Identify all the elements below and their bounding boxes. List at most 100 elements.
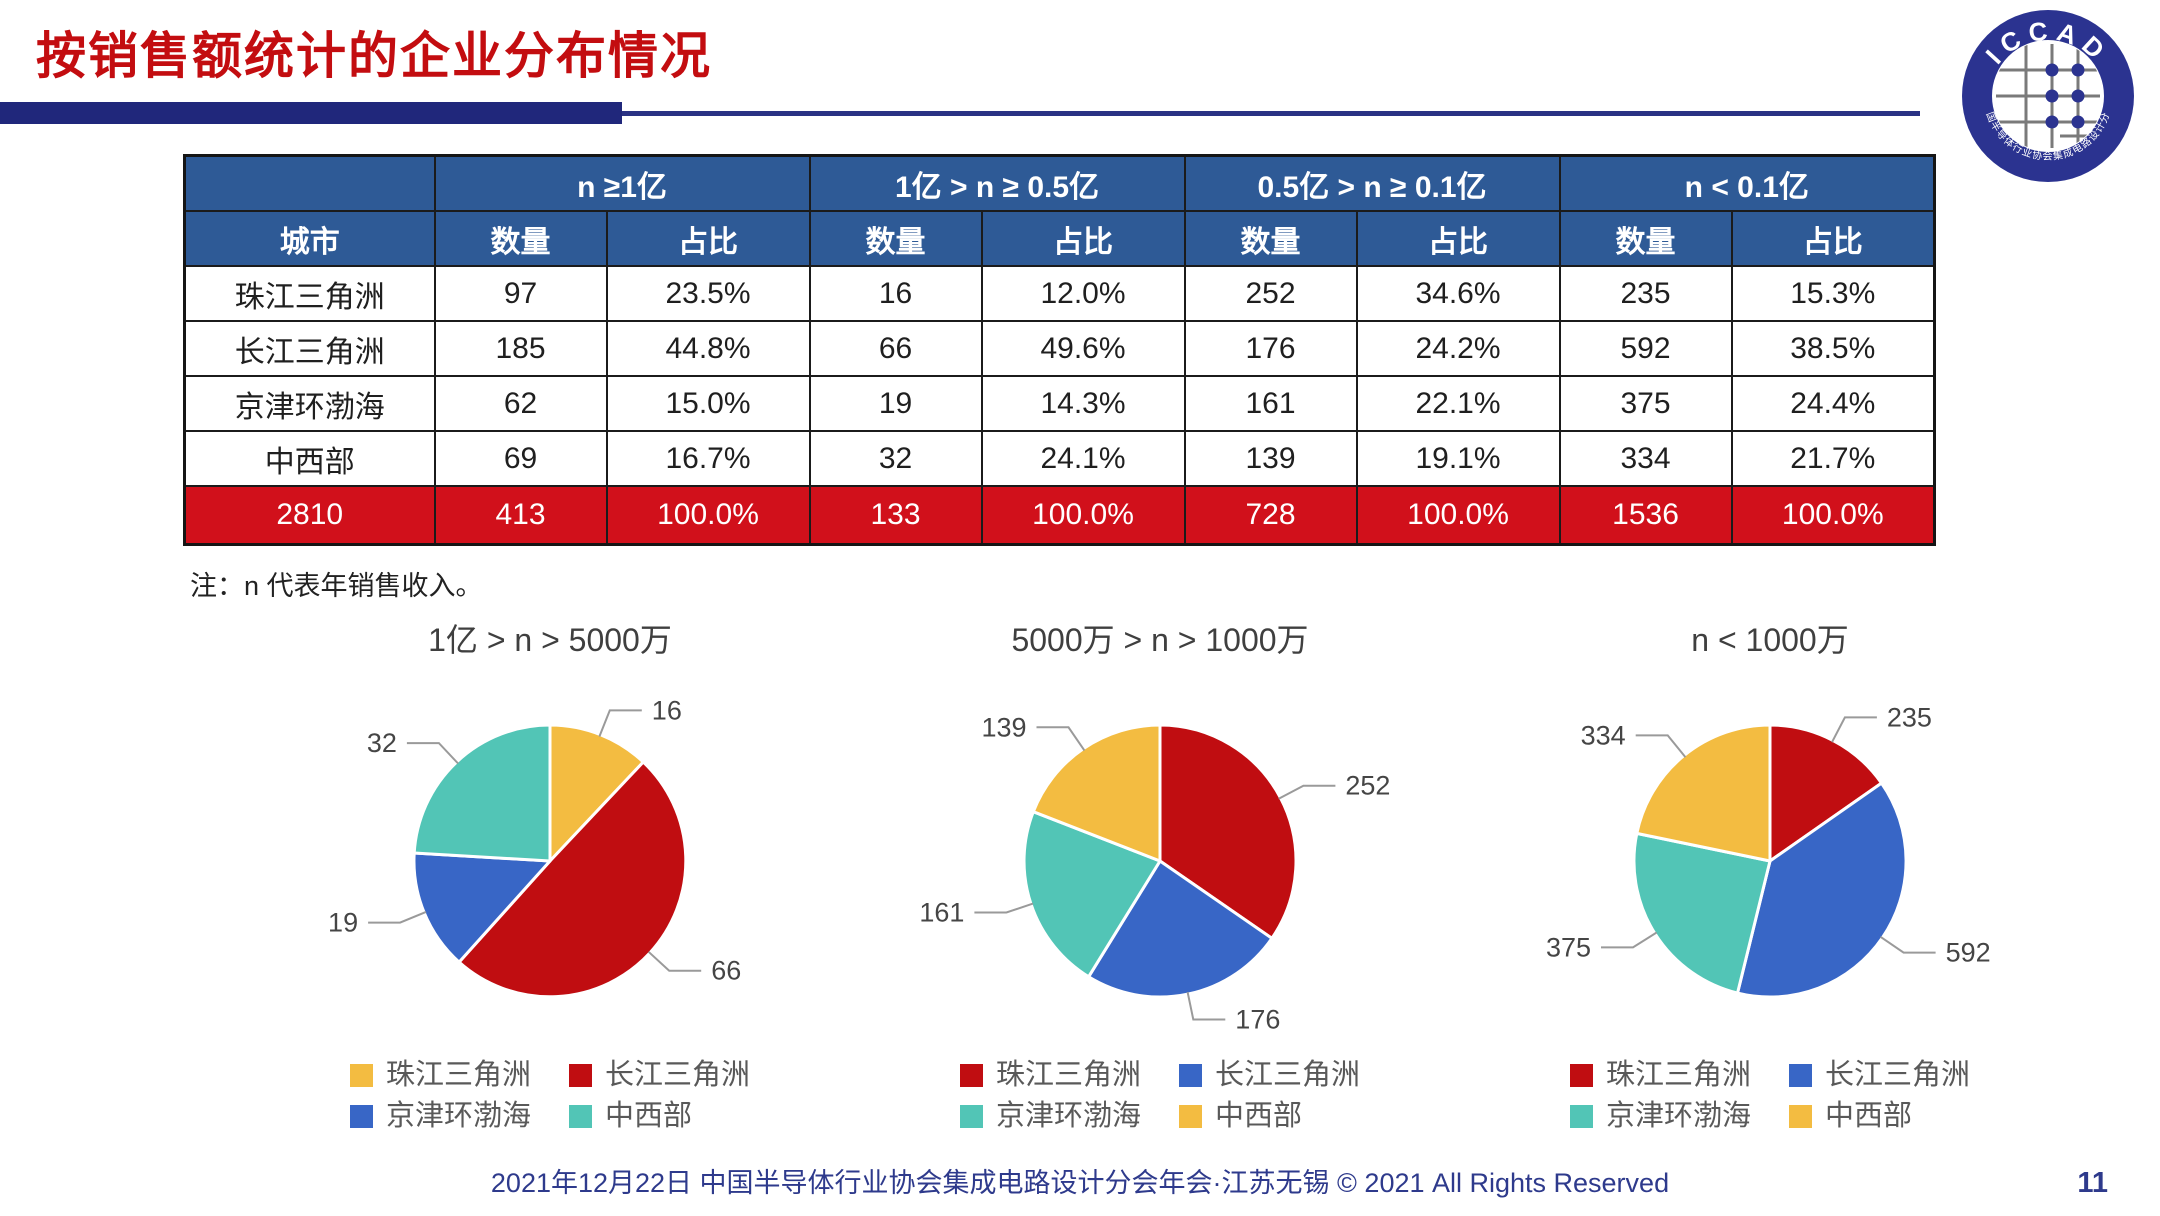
slice-value-label: 592 [1946, 938, 1991, 968]
legend-label: 京津环渤海 [995, 1100, 1141, 1132]
label-leader-line [1186, 991, 1226, 1021]
slice-value-label: 334 [1581, 720, 1626, 750]
total-value-cell: 100.0% [605, 485, 811, 546]
table-row: 长江三角洲 185 44.8% 66 49.6% 176 24.2% 592 38.5% [183, 320, 1936, 377]
underline-thick-bar [0, 102, 622, 124]
value-cell: 62 [433, 375, 608, 432]
total-value-cell: 100.0% [1730, 485, 1936, 546]
table-subheader: 数量 [433, 210, 608, 267]
slice-value-label: 252 [1345, 771, 1390, 801]
pie-svg: 16 66 19 32 [328, 695, 741, 999]
table-note: 注：n 代表年销售收入。 [190, 571, 483, 601]
table-group-header: 0.5亿 > n ≥ 0.1亿 [1183, 154, 1561, 212]
label-leader-line [1831, 716, 1877, 743]
label-leader-line [368, 910, 427, 924]
value-cell: 49.6% [980, 320, 1186, 377]
label-leader-line [647, 951, 702, 972]
pie-charts-row: 1亿 > n > 5000万 16 66 19 32 珠江三角洲 长江三角洲 京津环渤海 中西部… [0, 603, 2160, 1131]
value-cell: 334 [1558, 430, 1733, 487]
label-leader-line [1879, 935, 1936, 954]
underline-thin-bar [622, 111, 1920, 116]
total-value-cell: 1536 [1558, 485, 1733, 546]
slice-value-label: 235 [1887, 702, 1932, 732]
label-leader-line [1278, 784, 1336, 800]
legend-item: 长江三角洲 [1789, 1061, 1970, 1090]
slice-value-label: 161 [919, 898, 964, 928]
legend-label: 中西部 [605, 1100, 693, 1132]
pie-svg: 252 176 161 139 [919, 712, 1390, 1034]
table-total-row: 2810 413 100.0% 133 100.0% 728 100.0% 1536 100.0… [183, 485, 1936, 546]
value-cell: 69 [433, 430, 608, 487]
legend-item: 中西部 [1789, 1102, 1970, 1131]
page-title: 按销售额统计的企业分布情况 [36, 28, 712, 84]
value-cell: 19.1% [1355, 430, 1561, 487]
sales-distribution-table: n ≥1亿 1亿 > n ≥ 0.5亿 0.5亿 > n ≥ 0.1亿 n < 0.1… [183, 154, 1937, 546]
table-subheader-row: 城市 数量 占比 数量 占比 数量 占比 数量 占比 [183, 210, 1936, 267]
table-row: 珠江三角洲 97 23.5% 16 12.0% 252 34.6% 235 15.3% [183, 265, 1936, 322]
table-subheader: 占比 [1730, 210, 1936, 267]
legend-swatch [1789, 1105, 1812, 1128]
value-cell: 15.3% [1730, 265, 1936, 322]
value-cell: 592 [1558, 320, 1733, 377]
value-cell: 34.6% [1355, 265, 1561, 322]
circuit-grid-icon [1996, 44, 2100, 148]
title-underline [0, 102, 2160, 128]
legend-item: 中西部 [1179, 1102, 1360, 1131]
value-cell: 161 [1183, 375, 1358, 432]
table-group-header: n < 0.1亿 [1558, 154, 1936, 212]
value-cell: 23.5% [605, 265, 811, 322]
legend-swatch [349, 1105, 373, 1128]
total-value-cell: 100.0% [980, 485, 1186, 546]
legend-label: 京津环渤海 [1605, 1100, 1751, 1132]
legend-label: 长江三角洲 [1825, 1059, 1971, 1091]
label-leader-line [974, 902, 1034, 914]
label-leader-line [1036, 726, 1086, 751]
legend-label: 珠江三角洲 [995, 1059, 1141, 1091]
slice-value-label: 66 [711, 956, 741, 986]
legend-item: 京津环渤海 [1569, 1100, 1751, 1132]
pie-slice [412, 723, 552, 863]
legend-item: 京津环渤海 [349, 1100, 531, 1132]
value-cell: 19 [808, 375, 983, 432]
value-cell: 32 [808, 430, 983, 487]
chart-legend: 珠江三角洲 长江三角洲 京津环渤海 中西部 [1470, 1061, 2070, 1131]
value-cell: 176 [1183, 320, 1358, 377]
value-cell: 97 [433, 265, 608, 322]
label-leader-line [406, 742, 459, 765]
iccad-logo-svg: ICCAD 中国半导体行业协会集成电路设计分会 [1962, 10, 2134, 182]
chart-legend: 珠江三角洲 长江三角洲京津环渤海 中西部 [860, 1061, 1460, 1131]
value-cell: 21.7% [1730, 430, 1936, 487]
legend-label: 珠江三角洲 [385, 1059, 531, 1091]
pie-svg: 235 592 375 334 [1546, 702, 1991, 999]
value-cell: 15.0% [605, 375, 811, 432]
pie-chart: 1亿 > n > 5000万 16 66 19 32 珠江三角洲 长江三角洲 京津环渤海 中西部 [250, 613, 850, 1131]
table-group-header: n ≥1亿 [433, 154, 811, 212]
table-wrap: n ≥1亿 1亿 > n ≥ 0.5亿 0.5亿 > n ≥ 0.1亿 n < 0.1… [183, 154, 2160, 546]
table-corner-cell [183, 154, 436, 212]
legend-item: 长江三角洲 [1179, 1061, 1360, 1090]
value-cell: 66 [808, 320, 983, 377]
table-body: 珠江三角洲 97 23.5% 16 12.0% 252 34.6% 235 15.3% 长江三角洲… [183, 265, 1936, 546]
table-subheader: 占比 [1355, 210, 1561, 267]
legend-swatch [1179, 1105, 1202, 1128]
label-leader-line [1635, 734, 1687, 758]
legend-label: 中西部 [1215, 1100, 1303, 1132]
total-city-cell: 2810 [183, 485, 436, 546]
table-subheader: 数量 [1183, 210, 1358, 267]
legend-label: 长江三角洲 [605, 1059, 751, 1091]
table-header: n ≥1亿 1亿 > n ≥ 0.5亿 0.5亿 > n ≥ 0.1亿 n < 0.1… [183, 154, 1936, 267]
label-leader-line [598, 709, 642, 737]
value-cell: 22.1% [1355, 375, 1561, 432]
legend-label: 京津环渤海 [385, 1100, 531, 1132]
slice-value-label: 19 [328, 908, 358, 938]
value-cell: 252 [1183, 265, 1358, 322]
legend-swatch [569, 1064, 592, 1087]
legend-label: 长江三角洲 [1215, 1059, 1361, 1091]
value-cell: 12.0% [980, 265, 1186, 322]
value-cell: 375 [1558, 375, 1733, 432]
city-cell: 长江三角洲 [183, 320, 436, 377]
legend-swatch [349, 1064, 373, 1087]
legend-item: 长江三角洲 [569, 1061, 750, 1090]
legend-item: 京津环渤海 [959, 1100, 1141, 1132]
table-row: 中西部 69 16.7% 32 24.1% 139 19.1% 334 21.7% [183, 430, 1936, 487]
